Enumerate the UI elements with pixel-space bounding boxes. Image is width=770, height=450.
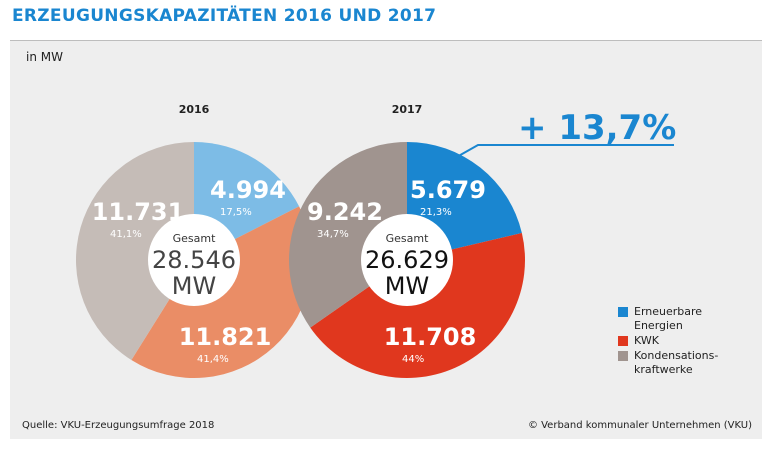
year-label: 2016 xyxy=(179,103,210,116)
source-note: Quelle: VKU-Erzeugungsumfrage 2018 xyxy=(22,420,215,431)
total-unit: MW xyxy=(385,272,429,300)
legend: Erneuerbare Energien KWK Kondensations-k… xyxy=(618,305,734,378)
pie-2016: 4.994 17,5% 11.821 41,4% 11.731 41,1% Gesamt28… xyxy=(76,103,312,378)
legend-item-erneuerbare: Erneuerbare Energien xyxy=(618,305,734,333)
total-value: 28.546 xyxy=(152,246,236,274)
pie-slice xyxy=(289,142,407,328)
slice-percent-label: 34,7% xyxy=(317,229,349,240)
slice-percent-label: 44% xyxy=(402,354,424,365)
legend-label: KWK xyxy=(634,334,659,347)
slice-percent-label: 17,5% xyxy=(220,207,252,218)
slice-value-label: 11.821 xyxy=(179,323,272,351)
slice-percent-label: 41,4% xyxy=(197,354,229,365)
copyright-note: © Verband kommunaler Unternehmen (VKU) xyxy=(527,420,752,431)
legend-label: Erneuerbare Energien xyxy=(634,305,703,332)
total-label: Gesamt xyxy=(173,232,216,245)
change-callout-line xyxy=(454,144,674,159)
legend-item-kwk: KWK xyxy=(618,334,734,348)
slice-value-label: 9.242 xyxy=(307,198,383,226)
legend-item-kondensation: Kondensations-kraftwerke xyxy=(618,349,734,377)
change-callout: + 13,7% xyxy=(454,108,676,159)
legend-swatch xyxy=(618,351,628,361)
total-circle xyxy=(361,214,453,306)
total-unit: MW xyxy=(172,272,216,300)
slice-value-label: 5.679 xyxy=(410,176,486,204)
slice-percent-label: 41,1% xyxy=(110,229,142,240)
total-value: 26.629 xyxy=(365,246,449,274)
total-circle xyxy=(148,214,240,306)
slice-value-label: 11.708 xyxy=(384,323,477,351)
pie-slice xyxy=(76,142,194,361)
change-value: + 13,7% xyxy=(518,108,676,148)
total-label: Gesamt xyxy=(386,232,429,245)
pie-slice xyxy=(310,233,526,379)
legend-swatch xyxy=(618,336,628,346)
legend-label: Kondensations-kraftwerke xyxy=(634,349,719,376)
year-label: 2017 xyxy=(392,103,423,116)
slice-value-label: 11.731 xyxy=(92,198,185,226)
slice-percent-label: 21,3% xyxy=(420,207,452,218)
unit-label: in MW xyxy=(26,50,63,64)
chart-title: ERZEUGUNGSKAPAZITÄTEN 2016 UND 2017 xyxy=(12,6,437,26)
slice-value-label: 4.994 xyxy=(210,176,286,204)
legend-swatch xyxy=(618,307,628,317)
pie-2017: 5.679 21,3% 11.708 44% 9.242 34,7% Gesamt26.62… xyxy=(289,103,526,379)
